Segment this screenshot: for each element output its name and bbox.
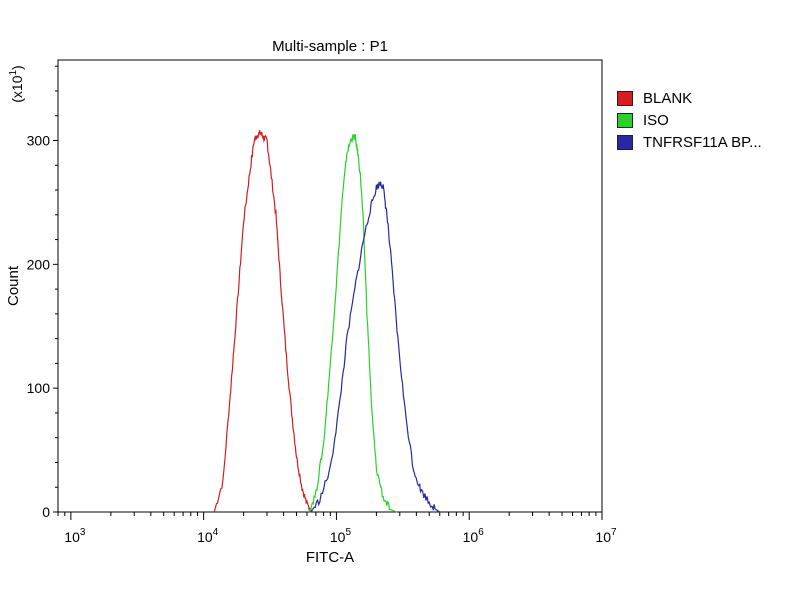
y-axis-multiplier: (x101) — [8, 65, 25, 102]
legend: BLANK ISO TNFRSF11A BP... — [617, 88, 762, 154]
x-tick-label: 106 — [463, 527, 485, 545]
legend-label-tnfrsf11a: TNFRSF11A BP... — [643, 134, 762, 151]
y-tick-label: 100 — [27, 380, 51, 396]
y-tick-label: 200 — [27, 256, 51, 272]
y-axis-label: Count — [5, 265, 22, 306]
legend-label-blank: BLANK — [643, 90, 693, 107]
y-tick-label: 300 — [27, 132, 51, 148]
series-tnfrsf11a-line — [310, 181, 441, 513]
legend-swatch-blank — [617, 91, 633, 106]
x-axis-label: FITC-A — [306, 549, 354, 566]
x-tick-label: 103 — [64, 527, 86, 545]
legend-item-blank: BLANK — [617, 88, 762, 110]
legend-swatch-tnfrsf11a — [617, 135, 633, 150]
legend-swatch-iso — [617, 113, 633, 128]
plot-area — [57, 59, 603, 513]
series-blank-line — [213, 130, 313, 513]
legend-item-iso: ISO — [617, 110, 762, 132]
x-tick-label: 105 — [330, 527, 352, 545]
legend-item-tnfrsf11a: TNFRSF11A BP... — [617, 132, 762, 154]
x-tick-label: 104 — [197, 527, 219, 545]
x-tick-label: 107 — [595, 527, 617, 545]
legend-label-iso: ISO — [643, 112, 669, 129]
series-iso-line — [308, 133, 398, 513]
y-tick-label: 0 — [42, 504, 50, 520]
chart-title: Multi-sample : P1 — [272, 38, 388, 55]
